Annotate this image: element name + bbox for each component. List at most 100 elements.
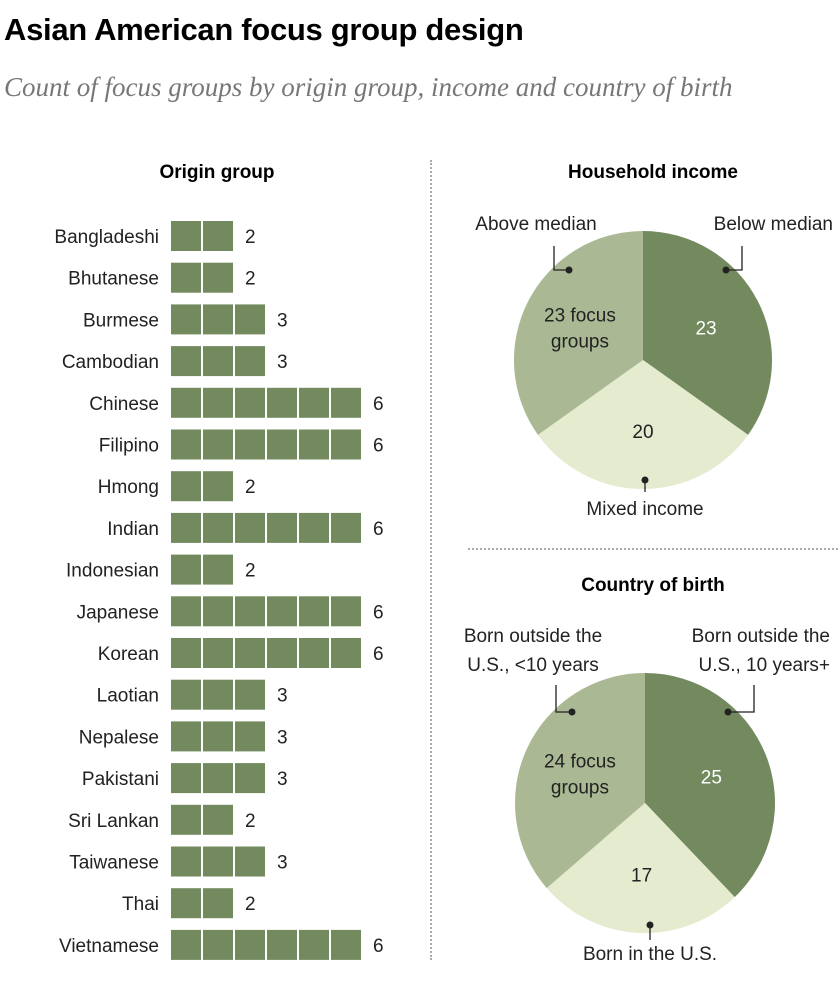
bar-square-indian-6: [331, 512, 361, 543]
bar-square-nepalese-2: [203, 721, 233, 752]
bar-square-indonesian-1: [171, 554, 201, 585]
bar-square-indian-4: [267, 512, 297, 543]
bar-square-korean-4: [267, 638, 297, 668]
bar-square-korean-3: [235, 638, 265, 668]
bar-square-bhutanese-2: [203, 262, 233, 293]
income-label-mixed-income: Mixed income: [586, 499, 703, 520]
bar-square-japanese-5: [299, 596, 329, 627]
bar-square-vietnamese-2: [203, 929, 233, 960]
birth-leader-dot-born-outside-the-u-s-10-years: [568, 708, 576, 716]
bar-square-burmese-1: [171, 304, 201, 335]
bar-square-japanese-3: [235, 596, 265, 627]
category-label-korean: Korean: [98, 644, 159, 665]
category-label-burmese: Burmese: [83, 310, 159, 331]
category-label-nepalese: Nepalese: [79, 727, 159, 748]
bar-square-indian-1: [171, 512, 201, 543]
birth-pie-title: Country of birth: [581, 575, 725, 596]
birth-leader-dot-born-in-the-u-s: [646, 921, 654, 929]
income-slice-mixed-income: [537, 360, 749, 490]
category-label-taiwanese: Taiwanese: [69, 853, 159, 874]
category-label-hmong: Hmong: [98, 477, 159, 498]
bar-square-chinese-6: [331, 387, 361, 418]
value-label-laotian: 3: [277, 686, 288, 707]
bar-square-korean-6: [331, 638, 361, 668]
bar-square-pakistani-3: [235, 763, 265, 794]
bar-square-indian-2: [203, 512, 233, 543]
category-label-pakistani: Pakistani: [82, 769, 159, 790]
bar-square-indian-5: [299, 512, 329, 543]
value-label-korean: 6: [373, 644, 384, 665]
bar-square-thai-2: [203, 888, 233, 919]
birth-value-born-outside-the-u-s-10-years: 24 focus groups: [544, 751, 616, 798]
bar-square-pakistani-1: [171, 763, 201, 794]
birth-slice-born-in-the-u-s: [546, 803, 735, 934]
bar-square-japanese-2: [203, 596, 233, 627]
category-label-japanese: Japanese: [77, 602, 159, 623]
birth-leader-dot-born-outside-the-u-s-10-years: [724, 708, 732, 716]
bar-square-cambodian-3: [235, 346, 265, 377]
income-slice-below-median: [643, 231, 773, 435]
value-label-nepalese: 3: [277, 727, 288, 748]
bar-square-vietnamese-5: [299, 929, 329, 960]
bar-square-japanese-4: [267, 596, 297, 627]
bar-square-nepalese-3: [235, 721, 265, 752]
bar-square-thai-1: [171, 888, 201, 919]
origin-group-title: Origin group: [159, 162, 274, 183]
income-leader-dot-mixed-income: [641, 476, 649, 484]
category-label-cambodian: Cambodian: [62, 352, 159, 373]
bar-square-indonesian-2: [203, 554, 233, 585]
category-label-filipino: Filipino: [99, 436, 159, 457]
value-label-indonesian: 2: [245, 561, 256, 582]
value-label-indian: 6: [373, 519, 384, 540]
birth-leader-born-outside-the-u-s-10-years: [728, 685, 755, 713]
income-value-below-median: 23: [695, 318, 716, 339]
value-label-japanese: 6: [373, 602, 384, 623]
income-label-above-median: Above median: [475, 214, 596, 235]
birth-label-born-outside-the-u-s-10-years: Born outside the U.S., 10 years+: [692, 626, 830, 676]
category-label-indian: Indian: [107, 519, 159, 540]
bar-square-bhutanese-1: [171, 262, 201, 293]
category-label-sri-lankan: Sri Lankan: [68, 811, 159, 832]
bar-square-burmese-2: [203, 304, 233, 335]
bar-square-indian-3: [235, 512, 265, 543]
value-label-burmese: 3: [277, 310, 288, 331]
bar-square-filipino-2: [203, 429, 233, 460]
bar-square-burmese-3: [235, 304, 265, 335]
bar-square-filipino-1: [171, 429, 201, 460]
value-label-filipino: 6: [373, 436, 384, 457]
value-label-chinese: 6: [373, 394, 384, 415]
bar-square-taiwanese-1: [171, 846, 201, 877]
value-label-thai: 2: [245, 894, 256, 915]
bar-square-filipino-3: [235, 429, 265, 460]
bar-square-korean-1: [171, 638, 201, 668]
bar-square-sri-lankan-2: [203, 804, 233, 835]
income-leader-dot-above-median: [565, 266, 573, 274]
category-label-laotian: Laotian: [97, 686, 159, 707]
birth-slice-born-outside-the-u-s-10-years: [514, 673, 645, 889]
value-label-bhutanese: 2: [245, 269, 256, 290]
income-value-mixed-income: 20: [632, 422, 653, 443]
birth-value-born-in-the-u-s: 17: [631, 865, 652, 886]
bar-square-sri-lankan-1: [171, 804, 201, 835]
income-leader-dot-below-median: [722, 266, 730, 274]
value-label-bangladeshi: 2: [245, 227, 256, 248]
income-leader-below-median: [726, 246, 743, 271]
horizontal-divider: [468, 548, 838, 550]
birth-leader-born-outside-the-u-s-10-years: [555, 685, 572, 713]
bar-square-taiwanese-2: [203, 846, 233, 877]
bar-square-bangladeshi-2: [203, 221, 233, 251]
bar-square-hmong-1: [171, 471, 201, 502]
bar-square-pakistani-2: [203, 763, 233, 794]
vertical-divider: [430, 160, 432, 960]
birth-label-born-in-the-u-s: Born in the U.S.: [583, 944, 717, 965]
income-label-below-median: Below median: [714, 214, 833, 235]
value-label-vietnamese: 6: [373, 936, 384, 957]
bar-square-laotian-2: [203, 679, 233, 710]
bar-square-korean-2: [203, 638, 233, 668]
category-label-indonesian: Indonesian: [66, 561, 159, 582]
bar-square-laotian-1: [171, 679, 201, 710]
birth-value-born-outside-the-u-s-10-years: 25: [701, 767, 722, 788]
bar-square-japanese-1: [171, 596, 201, 627]
bar-square-chinese-1: [171, 387, 201, 418]
